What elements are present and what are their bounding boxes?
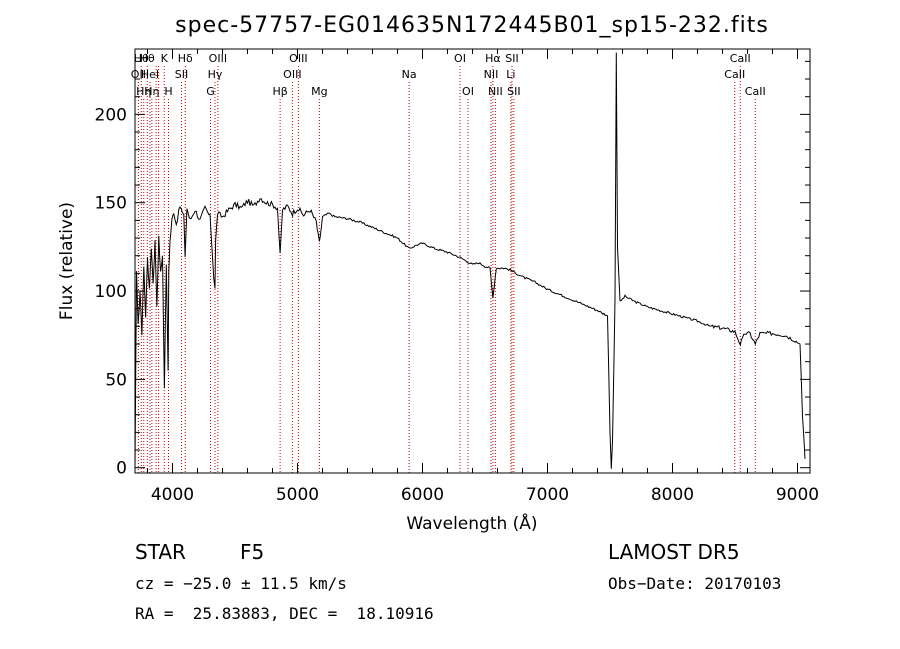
spectral-line-label: SII: [507, 85, 520, 98]
y-tick-label: 200: [95, 105, 127, 125]
spectral-line-label: H: [164, 85, 172, 98]
spectral-line-label: SII: [505, 52, 518, 65]
x-axis-label: Wavelength (Å): [406, 512, 537, 534]
x-tick-label: 4000: [151, 485, 194, 505]
spectral-line-label: Mg: [311, 85, 327, 98]
redshift-readout: cz = −25.0 ± 11.5 km/s: [135, 574, 347, 593]
spectral-line-label: G: [206, 85, 215, 98]
flux-series-line: [134, 52, 806, 469]
spectral-line-label: Hβ: [272, 85, 287, 98]
spectral-line-label: K: [161, 52, 169, 65]
spectral-line-label: CaII: [730, 52, 751, 65]
x-tick-label: 7000: [526, 485, 569, 505]
spectral-line-label: OIII: [283, 68, 301, 81]
spectral-line-label: Hη: [144, 85, 159, 98]
spectral-line-markers: [137, 66, 756, 473]
survey-name: LAMOST DR5: [608, 540, 740, 564]
spectral-line-label: SII: [175, 68, 188, 81]
spectral-line-label: CaII: [745, 85, 766, 98]
spectral-line-label: OIII: [289, 52, 307, 65]
x-tick-label: 9000: [776, 485, 819, 505]
spectral-line-label: OI: [454, 52, 466, 65]
y-axis-label: Flux (relative): [57, 202, 77, 320]
spectral-line-label: Hγ: [208, 68, 223, 81]
spectral-line-label: OIII: [209, 52, 227, 65]
spectral-line-label: NII: [488, 85, 503, 98]
spectral-line-label: OI: [462, 85, 474, 98]
spectral-line-label: Hα: [485, 52, 501, 65]
object-subclass: F5: [240, 540, 265, 564]
coordinates-readout: RA = 25.83883, DEC = 18.10916: [135, 604, 434, 623]
y-tick-label: 0: [116, 459, 127, 479]
spectral-line-label: Hη: [136, 85, 151, 98]
spectral-line-label: Hθ: [140, 52, 155, 65]
y-tick-label: 50: [105, 370, 127, 390]
spectral-line-label: Hδ: [178, 52, 193, 65]
x-tick-label: 8000: [651, 485, 694, 505]
x-tick-label: 5000: [276, 485, 319, 505]
spectral-line-label: CaII: [724, 68, 745, 81]
spectral-line-label: Na: [402, 68, 417, 81]
spectral-line-labels: OIIHθHηHθHeIHηKHSIIHδGHγOIIIHβOIIIOIIIMg…: [131, 52, 766, 98]
y-tick-label: 150: [95, 194, 127, 214]
observation-date: Obs−Date: 20170103: [608, 574, 782, 593]
chart-title: spec-57757-EG014635N172445B01_sp15-232.f…: [175, 13, 769, 38]
y-tick-label: 100: [95, 282, 127, 302]
plot-frame: [134, 48, 811, 474]
x-tick-label: 6000: [401, 485, 444, 505]
x-axis: 4000 5000 6000 7000 8000 9000: [147, 49, 819, 505]
spectral-line-label: NII: [484, 68, 499, 81]
object-class: STAR: [135, 540, 186, 564]
spectral-line-label: HeI: [141, 68, 159, 81]
y-axis: 0 50 100 150 200: [95, 60, 810, 479]
spectral-line-label: Li: [506, 68, 515, 81]
